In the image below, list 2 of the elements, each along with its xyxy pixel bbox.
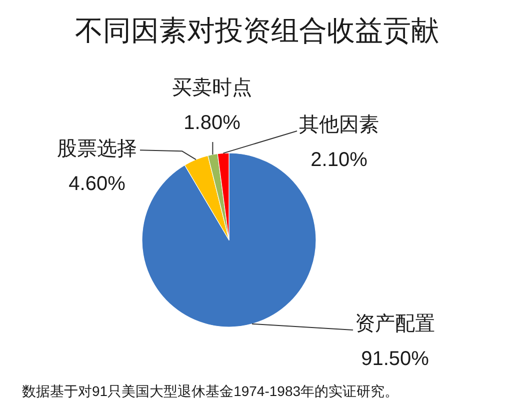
annotation: 数据基于对91只美国大型退休基金1974-1983年的实证研究。 bbox=[22, 383, 399, 399]
title: 不同因素对投资组合收益贡献 bbox=[75, 15, 439, 46]
